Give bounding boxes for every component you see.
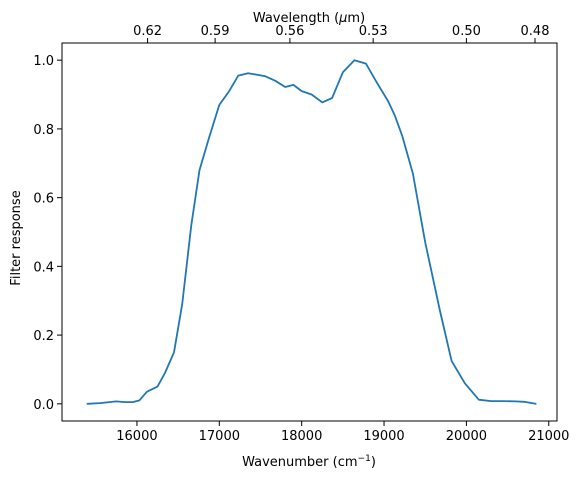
y-tick-label: 0.8 [33, 123, 54, 138]
top-tick-label: 0.53 [359, 24, 388, 39]
x-tick-label: 20000 [446, 429, 487, 444]
y-tick-label: 0.2 [33, 329, 54, 344]
top-tick-label: 0.56 [275, 24, 304, 39]
x-tick-label: 21000 [528, 429, 569, 444]
x-tick-label: 17000 [199, 429, 240, 444]
y-tick-label: 0.0 [33, 398, 54, 413]
x-axis-top: 0.62 0.59 0.56 0.53 0.50 0.48 [133, 24, 549, 43]
y-tick-label: 0.4 [33, 260, 54, 275]
x-tick-label: 18000 [281, 429, 322, 444]
x-axis-label: Wavenumber (cm−1) [242, 454, 376, 470]
top-x-axis-label: Wavelength (μm) [253, 11, 365, 26]
top-tick-label: 0.48 [521, 24, 550, 39]
x-axis-bottom: 16000 17000 18000 19000 20000 21000 [116, 421, 569, 444]
y-tick-label: 0.6 [33, 192, 54, 207]
top-tick-label: 0.59 [201, 24, 230, 39]
y-axis: 0.0 0.2 0.4 0.6 0.8 1.0 [33, 54, 62, 413]
plot-area [86, 59, 537, 405]
x-tick-label: 19000 [363, 429, 404, 444]
x-tick-label: 16000 [116, 429, 157, 444]
y-tick-label: 1.0 [33, 54, 54, 69]
filter-response-line [86, 59, 537, 405]
top-tick-label: 0.50 [452, 24, 481, 39]
plot-frame [61, 42, 558, 422]
top-tick-label: 0.62 [133, 24, 162, 39]
y-axis-label: Filter response [9, 190, 24, 285]
